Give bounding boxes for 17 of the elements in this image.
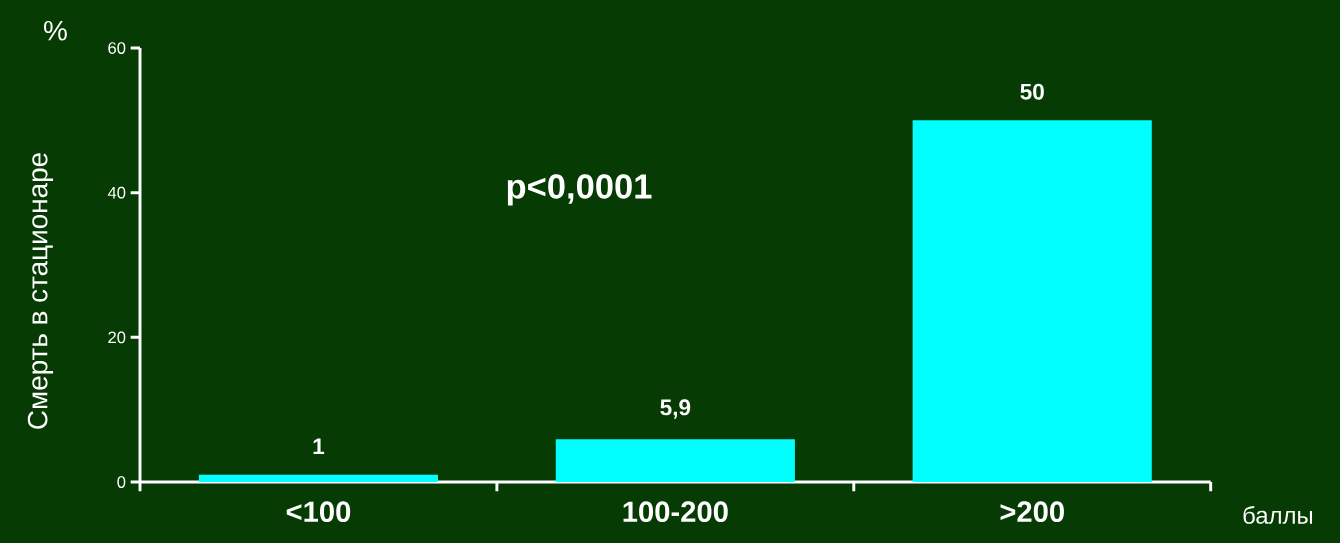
text: % <box>44 20 67 41</box>
x-axis-title: баллы <box>1243 506 1313 524</box>
y-tick-label: 40 <box>107 186 126 199</box>
bar <box>198 474 439 482</box>
data-label: 5,9 <box>660 399 691 419</box>
bar <box>912 120 1152 482</box>
annotation: p<0,0001 <box>507 174 652 206</box>
bar <box>555 439 795 482</box>
x-tick-label: <100 <box>286 501 351 523</box>
y-tick-label: 20 <box>108 331 126 344</box>
y-tick-label: 60 <box>108 42 126 54</box>
y-axis-title: Смерть в стационаре <box>27 153 54 429</box>
x-tick-label: >200 <box>1000 501 1064 523</box>
x-tick-label: 100-200 <box>623 501 728 523</box>
y-tick-label: 0 <box>117 476 126 488</box>
data-label: 50 <box>1020 83 1044 100</box>
data-label: 1 <box>313 438 325 455</box>
